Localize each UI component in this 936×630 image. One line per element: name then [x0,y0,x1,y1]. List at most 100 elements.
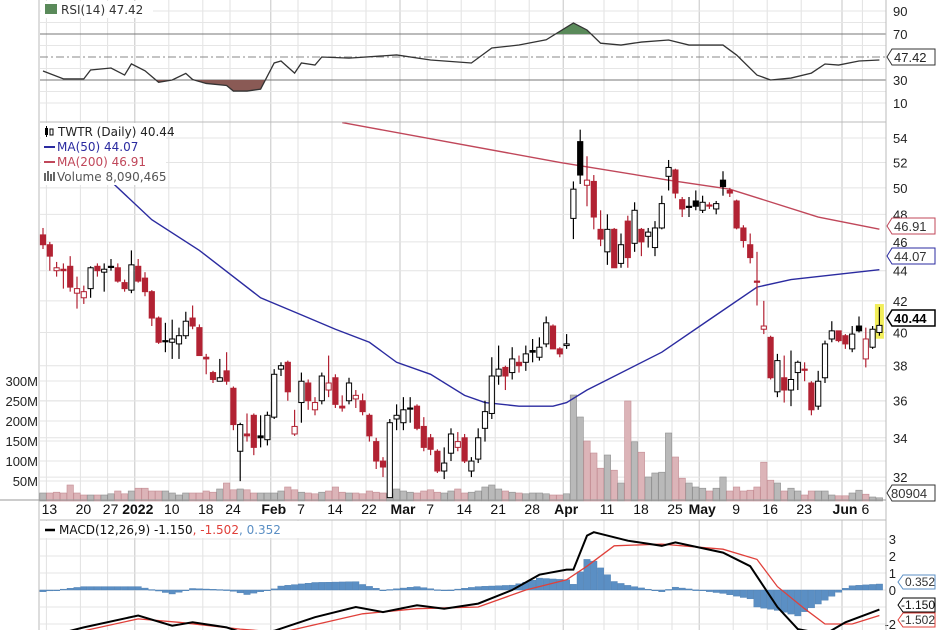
macd-histogram-bar [406,587,414,591]
candlestick [155,316,162,344]
volume-bar [644,476,652,502]
candle-body [318,375,325,402]
candle-body [794,361,801,374]
candle-body [740,227,747,241]
volume-bar [372,491,380,502]
candlestick [318,372,325,405]
candle-body [753,280,761,283]
candlestick [726,187,733,198]
volume-bar [705,490,713,502]
candlestick [332,374,339,408]
candle-body [454,441,461,448]
macd-histogram-bar [740,589,747,598]
macd-histogram-bar [413,586,421,591]
candlestick [733,199,740,230]
volume-bar [760,461,768,502]
value-tag-shape [886,48,936,66]
macd-histogram-bar [692,589,700,591]
candle-body [257,435,264,439]
candlestick [393,404,400,431]
candlestick [590,175,597,230]
volume-bar [665,432,673,502]
macd-histogram-bar [298,583,305,591]
volume-bar [875,497,883,502]
macd-histogram-bar [386,589,394,591]
macd-histogram-bar [325,582,332,591]
macd-histogram-bar [372,588,380,591]
volume-bar [855,489,863,502]
macd-histogram-bar [842,588,849,591]
price-axis-tick-label: 38 [893,359,907,374]
macd-legend-text: MACD(12,26,9) -1.150, -1.502, 0.352 [59,523,281,537]
price-axis-tick-label: 54 [893,131,907,146]
candle-body [366,414,373,437]
macd-histogram-bar [454,588,462,591]
candlestick [787,350,795,407]
macd-histogram-bar [127,586,135,591]
candle-body [128,264,135,291]
x-axis-tick-label: 18 [198,501,214,517]
candle-body [434,450,441,472]
candle-body [311,402,319,411]
candle-body [760,325,767,330]
macd-histogram-bar [39,589,47,592]
macd-histogram-bar [304,583,312,591]
candle-body [203,356,210,360]
volume-bar [556,494,564,502]
candlestick [67,256,74,292]
rsi-axis-tick-label: 90 [893,4,907,19]
macd-histogram-bar [644,588,652,591]
price-axis-tick-label: 50 [893,181,907,196]
macd-histogram-bar [699,589,707,592]
candlestick [135,259,142,283]
candle-body [230,387,237,426]
macd-histogram-bar [243,589,251,595]
volume-bar [141,487,149,502]
volume-bar [127,490,135,502]
volume-bar [481,486,489,502]
candlestick [169,319,176,359]
candlestick [679,197,686,218]
macd-histogram-bar [814,589,822,605]
x-axis-tick-label: May [689,501,716,517]
macd-value-tag-text: -1.150 [901,598,935,612]
price-panel [39,121,884,499]
price-axis-tick-label: 32 [893,470,907,485]
candlestick [250,413,257,456]
candlestick [461,433,468,464]
macd-histogram-bar [536,577,543,591]
volume-bar [522,493,530,502]
candlestick [80,285,87,304]
candlestick [855,316,863,333]
macd-histogram-bar [638,587,645,591]
candle-body [733,200,740,229]
macd-histogram-bar [604,574,611,591]
candle-body [549,325,557,350]
volume-bar [406,491,414,502]
candlestick [427,433,434,456]
candle-body [169,338,176,343]
candle-body [60,268,67,272]
macd-histogram-bar [379,589,387,592]
rsi-legend: RSI(14) 47.42 [41,1,153,18]
candlestick [128,250,135,294]
candlestick [577,129,584,184]
volume-bar [352,492,360,502]
macd-histogram-bar [828,589,836,597]
x-axis-tick-label: 18 [633,501,649,517]
candle-body [352,394,359,400]
macd-histogram-bar [787,589,795,615]
volume-bar [542,493,550,502]
volume-bar [549,494,557,502]
ma50-value-tag: 44.07 [886,247,936,265]
price-axis-tick-label: 34 [893,431,907,446]
candle-body [536,346,543,358]
candlestick [631,202,638,252]
rsi-axis-tick-label: 70 [893,27,907,42]
volume-bar [284,486,292,502]
volume-bar [787,487,795,502]
volume-bar [107,493,115,502]
candlestick [611,227,618,269]
candlestick [359,393,366,416]
candlestick [189,305,196,330]
